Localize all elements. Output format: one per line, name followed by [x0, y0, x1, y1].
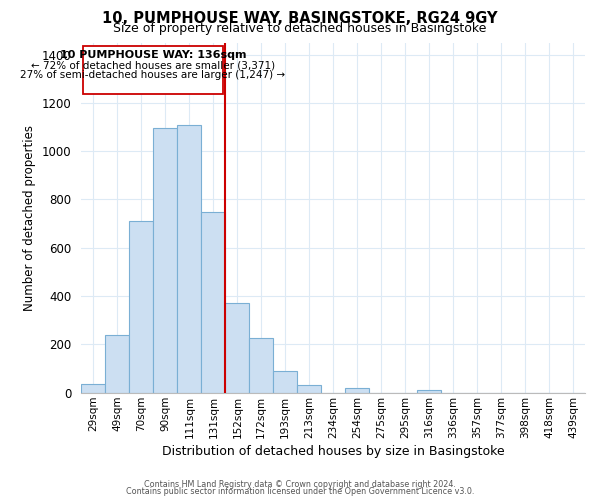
X-axis label: Distribution of detached houses by size in Basingstoke: Distribution of detached houses by size … [162, 444, 505, 458]
Text: 10 PUMPHOUSE WAY: 136sqm: 10 PUMPHOUSE WAY: 136sqm [60, 50, 246, 60]
Bar [345, 388, 369, 392]
Bar [202, 212, 226, 392]
Bar [106, 334, 130, 392]
Bar [130, 221, 154, 392]
Bar [226, 304, 250, 392]
Bar [82, 384, 106, 392]
Text: Contains public sector information licensed under the Open Government Licence v3: Contains public sector information licen… [126, 487, 474, 496]
Bar [250, 338, 273, 392]
Bar [417, 390, 441, 392]
Bar [273, 371, 297, 392]
Text: 27% of semi-detached houses are larger (1,247) →: 27% of semi-detached houses are larger (… [20, 70, 286, 81]
Bar [178, 124, 202, 392]
Text: Contains HM Land Registry data © Crown copyright and database right 2024.: Contains HM Land Registry data © Crown c… [144, 480, 456, 489]
Text: ← 72% of detached houses are smaller (3,371): ← 72% of detached houses are smaller (3,… [31, 60, 275, 70]
Bar [154, 128, 178, 392]
Bar [297, 386, 321, 392]
Text: Size of property relative to detached houses in Basingstoke: Size of property relative to detached ho… [113, 22, 487, 35]
Y-axis label: Number of detached properties: Number of detached properties [23, 124, 37, 310]
FancyBboxPatch shape [83, 46, 223, 94]
Text: 10, PUMPHOUSE WAY, BASINGSTOKE, RG24 9GY: 10, PUMPHOUSE WAY, BASINGSTOKE, RG24 9GY [102, 11, 498, 26]
